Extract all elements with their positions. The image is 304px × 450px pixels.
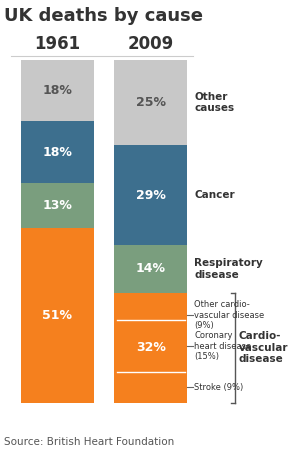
Bar [114,245,188,293]
Text: Stroke (9%): Stroke (9%) [194,383,244,392]
Text: 14%: 14% [136,262,166,275]
Text: Cardio-
vascular
disease: Cardio- vascular disease [239,331,288,364]
Text: Cancer: Cancer [194,190,235,200]
Bar [114,293,188,403]
Bar [21,183,94,228]
Text: Other cardio-
vascular disease
(9%): Other cardio- vascular disease (9%) [194,300,264,330]
Text: 29%: 29% [136,189,166,202]
Text: 2009: 2009 [128,35,174,53]
Text: 13%: 13% [43,199,72,212]
Text: 18%: 18% [43,146,72,159]
Text: Source: British Heart Foundation: Source: British Heart Foundation [4,437,174,447]
Bar [21,59,94,122]
Text: Coronary
heart disease
(15%): Coronary heart disease (15%) [194,331,251,361]
Text: Respiratory
disease: Respiratory disease [194,258,263,280]
Text: 25%: 25% [136,96,166,109]
Text: 51%: 51% [43,309,72,322]
Bar [114,145,188,245]
Text: 32%: 32% [136,342,166,354]
Text: 18%: 18% [43,84,72,97]
Text: Other
causes: Other causes [194,92,234,113]
Text: UK deaths by cause: UK deaths by cause [4,7,203,25]
Bar [21,228,94,403]
Bar [21,122,94,183]
Bar [114,59,188,145]
Text: 1961: 1961 [34,35,81,53]
